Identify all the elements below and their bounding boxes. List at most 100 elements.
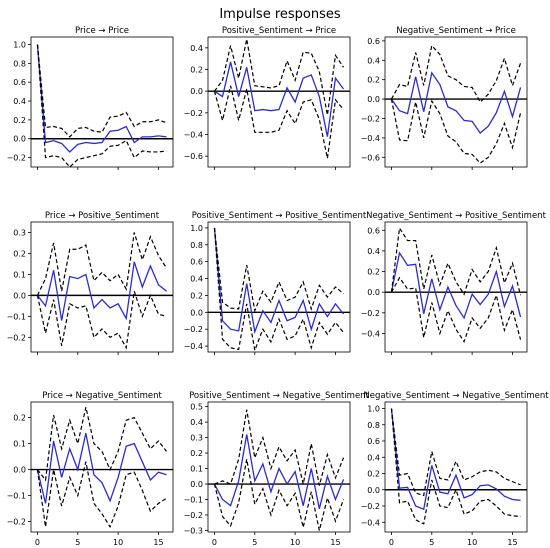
y-tick-label: −0.3	[184, 526, 203, 535]
figure-title: Impulse responses	[219, 7, 341, 22]
irf-panel: Negative_Sentiment → Positive_Sentiment −…	[361, 211, 547, 355]
irf-panel: Price → Positive_Sentiment −0.2 −0.1 0.0 0.1…	[7, 211, 174, 355]
y-tick-label: −0.2	[361, 114, 380, 123]
y-tick-label: 0.1	[13, 270, 26, 279]
plot-frame	[30, 36, 174, 168]
y-tick-label: −0.4	[361, 134, 380, 143]
y-tick-label: 0.4	[367, 56, 380, 65]
y-tick-label: 0.3	[190, 434, 203, 443]
upper-band-line	[390, 408, 521, 497]
response-line	[213, 227, 345, 335]
plot-frame	[30, 401, 174, 533]
plot-frame	[384, 36, 528, 168]
y-tick-label: 0.4	[190, 275, 203, 284]
y-tick-label: −0.6	[184, 152, 203, 161]
y-tick-label: −0.1	[184, 496, 203, 505]
x-tick-label: 15	[507, 538, 517, 547]
y-tick-label: 0.3	[13, 228, 26, 237]
y-tick-label: 0.8	[13, 59, 26, 68]
y-tick-label: −0.4	[361, 329, 380, 338]
y-tick-label: −0.2	[7, 154, 26, 163]
y-tick-label: −0.4	[184, 342, 203, 351]
y-tick-label: 0.0	[190, 308, 203, 317]
response-line	[213, 434, 345, 509]
response-line	[390, 408, 521, 511]
y-tick-label: 0.0	[367, 95, 380, 104]
y-tick-label: 0.6	[190, 258, 203, 267]
y-tick-label: −0.2	[361, 309, 380, 318]
y-tick-label: 0.0	[190, 480, 203, 489]
y-tick-label: 0.2	[367, 470, 380, 479]
y-tick-label: 0.0	[190, 87, 203, 96]
y-tick-label: 0.4	[367, 247, 380, 256]
upper-band-line	[36, 232, 168, 296]
x-tick-label: 10	[113, 538, 123, 547]
panel-title: Positive_Sentiment → Positive_Sentiment	[192, 211, 367, 221]
y-tick-label: −0.2	[184, 511, 203, 520]
irf-panel: Positive_Sentiment → Negative_Sentiment −…	[184, 391, 370, 547]
x-tick-label: 10	[467, 538, 477, 547]
y-tick-label: 0.5	[190, 403, 203, 412]
y-tick-label: 0.6	[367, 226, 380, 235]
y-tick-label: 0.4	[190, 418, 203, 427]
y-tick-label: −0.2	[184, 325, 203, 334]
irf-panel: Price → Price −0.2 0.0 0.2 0.4 0.6 0.8 1.0	[7, 26, 174, 170]
lower-band-line	[390, 276, 522, 344]
panel-title: Price → Negative_Sentiment	[42, 391, 162, 401]
y-tick-label: 0.0	[367, 288, 380, 297]
upper-band-line	[36, 44, 167, 138]
plot-frame	[384, 221, 528, 353]
panel-title: Negative_Sentiment → Price	[396, 26, 516, 36]
y-tick-label: 0.2	[190, 66, 203, 75]
upper-band-line	[213, 227, 344, 313]
plot-frame	[384, 401, 528, 533]
y-tick-label: 0.6	[13, 78, 26, 87]
y-tick-label: 0.2	[367, 268, 380, 277]
upper-band-line	[390, 226, 522, 296]
x-tick-label: 15	[330, 538, 340, 547]
x-tick-label: 10	[290, 538, 300, 547]
x-tick-label: 0	[389, 538, 394, 547]
y-tick-label: 0.8	[190, 241, 203, 250]
panel-title: Positive_Sentiment → Negative_Sentiment	[189, 391, 369, 401]
panel-title: Price → Price	[75, 26, 129, 36]
y-tick-label: 0.4	[190, 44, 203, 53]
x-tick-label: 5	[75, 538, 80, 547]
y-tick-label: 0.8	[367, 421, 380, 430]
irf-panel: Negative_Sentiment → Negative_Sentiment −…	[361, 391, 550, 547]
y-tick-label: 0.1	[190, 465, 203, 474]
y-tick-label: −0.1	[7, 312, 26, 321]
y-tick-label: 0.2	[13, 116, 26, 125]
lower-band-line	[390, 98, 522, 164]
y-tick-label: 0.1	[13, 440, 26, 449]
irf-panel: Price → Negative_Sentiment −0.2 −0.1 0.0 0.1…	[7, 391, 174, 547]
panels-group: Price → Price−0.20.00.20.40.60.81.0Posit…	[7, 26, 550, 547]
y-tick-label: 0.0	[367, 486, 380, 495]
lower-band-line	[390, 408, 521, 525]
panel-title: Positive_Sentiment → Price	[222, 26, 336, 36]
lower-band-line	[213, 227, 345, 353]
x-tick-label: 15	[153, 538, 163, 547]
panel-title: Price → Positive_Sentiment	[45, 211, 160, 221]
y-tick-label: 0.4	[367, 453, 380, 462]
response-line	[36, 433, 167, 504]
response-line	[390, 71, 522, 134]
y-tick-label: 0.2	[13, 249, 26, 258]
response-line	[36, 44, 167, 153]
y-tick-label: 0.2	[190, 449, 203, 458]
y-tick-label: 0.6	[367, 437, 380, 446]
y-tick-label: −0.1	[7, 492, 26, 501]
response-line	[214, 61, 345, 137]
irf-panel: Negative_Sentiment → Price −0.6 −0.4 −0.2 0.…	[361, 26, 528, 170]
lower-band-line	[213, 459, 345, 531]
y-tick-label: 0.2	[13, 414, 26, 423]
response-line	[390, 251, 522, 320]
y-tick-label: −0.2	[7, 518, 26, 527]
upper-band-line	[390, 44, 522, 103]
lower-band-line	[36, 44, 167, 168]
panel-title: Negative_Sentiment → Positive_Sentiment	[366, 211, 546, 221]
plot-frame	[207, 36, 351, 168]
x-tick-label: 5	[429, 538, 434, 547]
